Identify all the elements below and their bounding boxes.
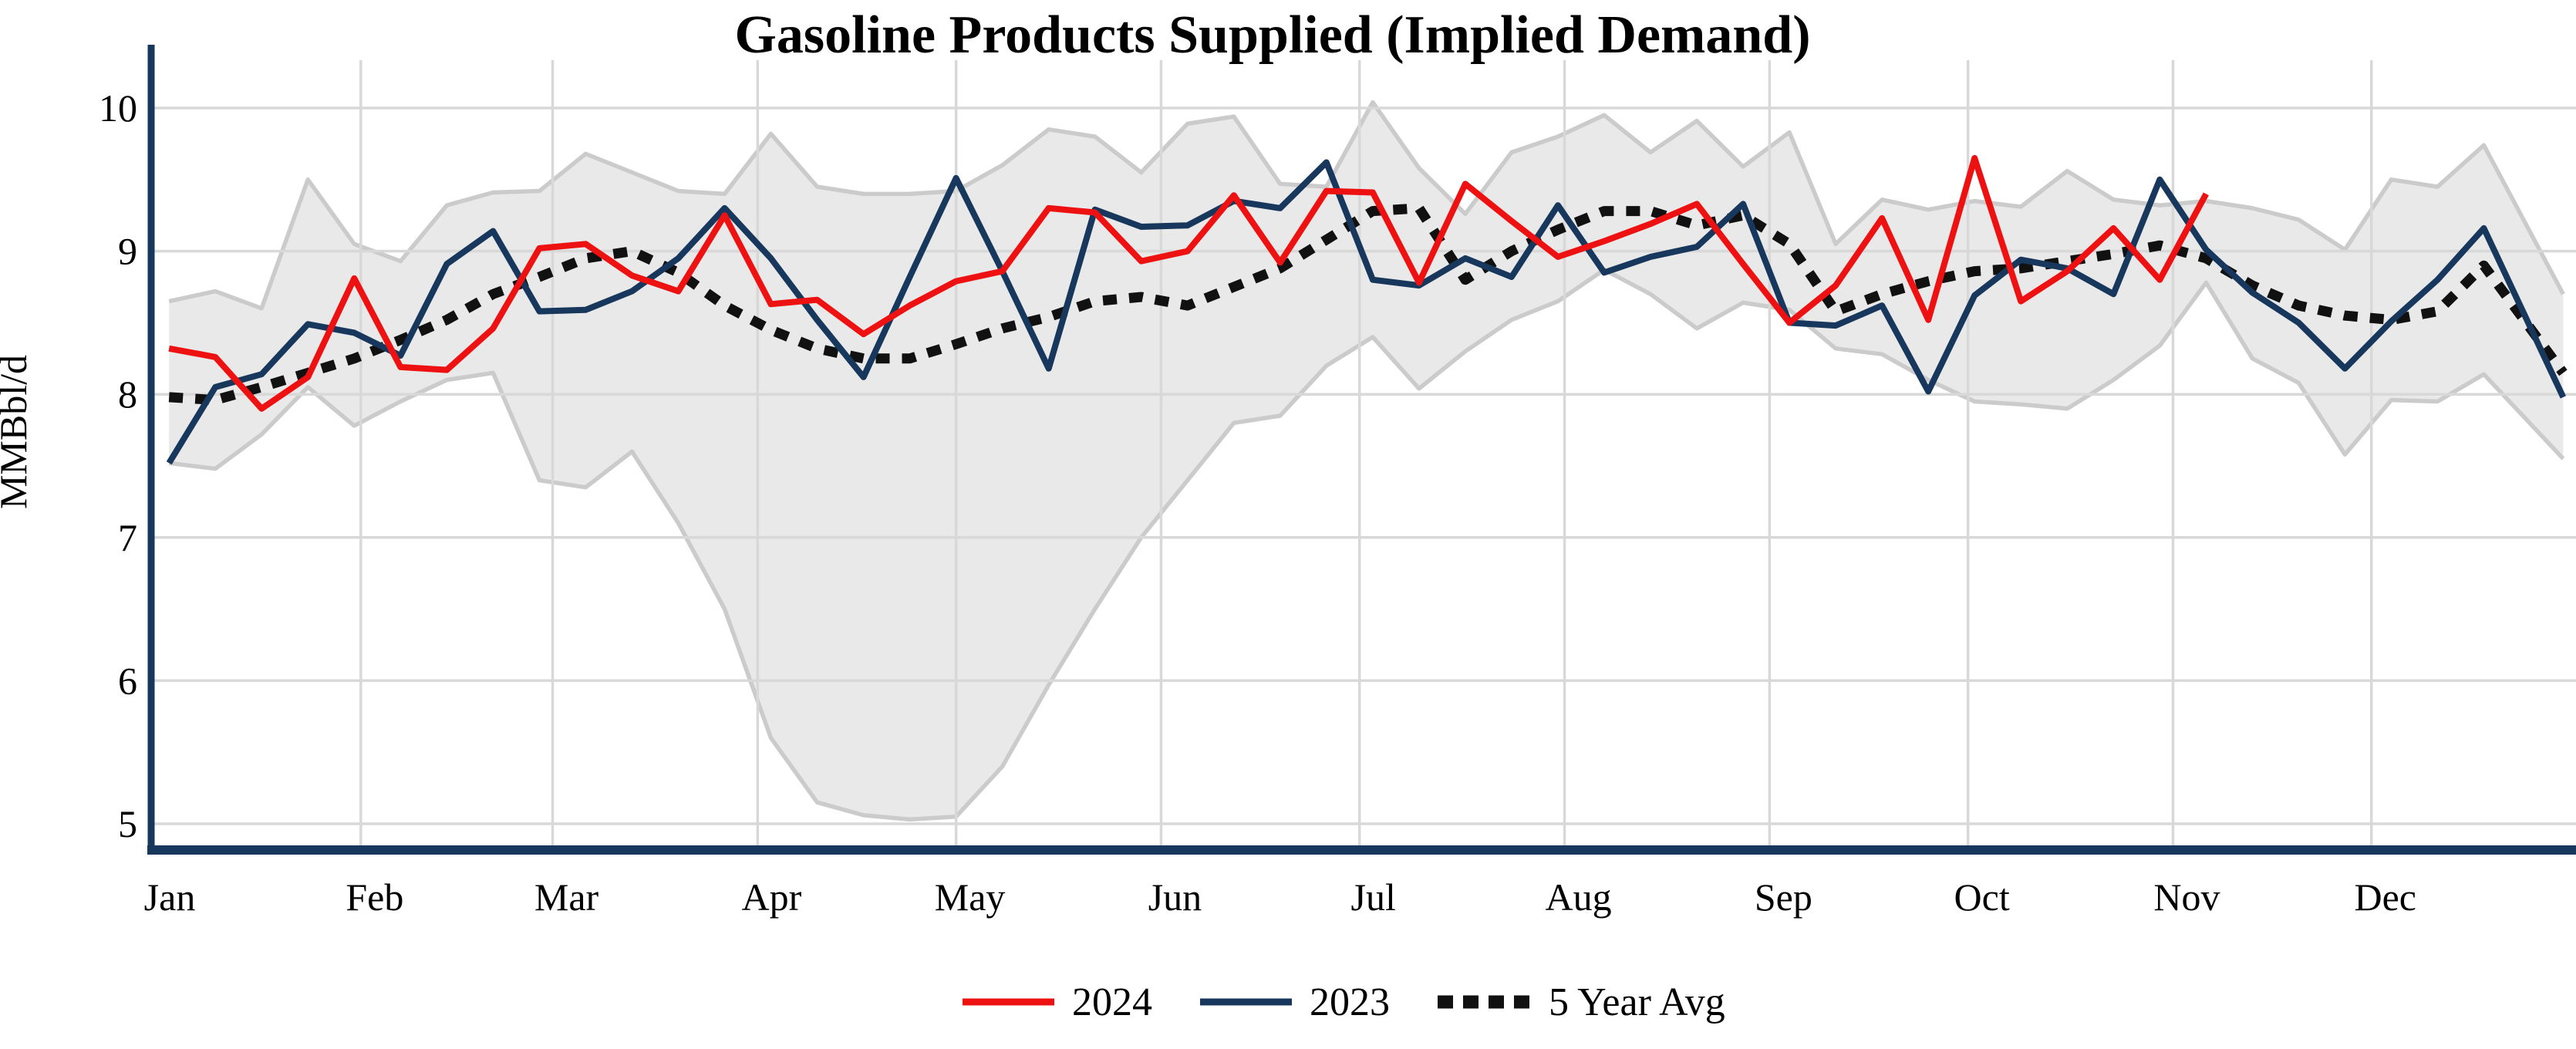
band-bottom-edge bbox=[168, 267, 2565, 822]
grid-layer bbox=[151, 60, 2576, 850]
x-tick-label-feb: Feb bbox=[346, 875, 403, 919]
x-tick-label-may: May bbox=[935, 875, 1006, 919]
legend: 2024 2023 5 Year Avg bbox=[963, 980, 1725, 1024]
legend-label-5yr-avg: 5 Year Avg bbox=[1549, 980, 1725, 1024]
x-tick-label-sep: Sep bbox=[1755, 875, 1812, 919]
axes-layer bbox=[147, 45, 2576, 855]
y-axis-label: MMBbl/d bbox=[0, 355, 35, 509]
legend-label-2024: 2024 bbox=[1072, 980, 1152, 1024]
x-tick-label-aug: Aug bbox=[1545, 875, 1611, 919]
y-tick-label-6: 6 bbox=[118, 659, 137, 702]
band-layer bbox=[168, 100, 2565, 822]
x-tick-label-apr: Apr bbox=[741, 875, 801, 919]
y-tick-label-7: 7 bbox=[118, 516, 137, 559]
tick-labels-layer: 5 6 7 8 9 10 Jan Feb Mar Apr May Jun Jul Aug Sep Oct Nov… bbox=[99, 86, 2416, 919]
series-layer bbox=[166, 155, 2568, 465]
y-tick-label-10: 10 bbox=[99, 86, 137, 130]
x-tick-label-nov: Nov bbox=[2153, 875, 2220, 919]
x-tick-label-jun: Jun bbox=[1148, 875, 1202, 919]
band-area bbox=[169, 102, 2564, 820]
x-tick-label-jan: Jan bbox=[144, 875, 196, 919]
x-tick-label-jul: Jul bbox=[1351, 875, 1396, 919]
series-line-2023 bbox=[166, 159, 2567, 465]
y-tick-label-5: 5 bbox=[118, 802, 137, 845]
legend-item-2023: 2023 bbox=[1200, 980, 1390, 1024]
x-tick-label-dec: Dec bbox=[2354, 875, 2416, 919]
chart-title: Gasoline Products Supplied (Implied Dema… bbox=[734, 5, 1810, 65]
series-line-2024 bbox=[168, 155, 2209, 412]
y-tick-label-9: 9 bbox=[118, 230, 137, 273]
legend-item-5yr-avg: 5 Year Avg bbox=[1438, 980, 1725, 1024]
x-tick-label-mar: Mar bbox=[534, 875, 599, 919]
y-tick-label-8: 8 bbox=[118, 373, 137, 416]
x-tick-label-oct: Oct bbox=[1954, 875, 2010, 919]
legend-label-2023: 2023 bbox=[1310, 980, 1390, 1024]
legend-item-2024: 2024 bbox=[963, 980, 1152, 1024]
band-top-edge bbox=[168, 100, 2565, 311]
